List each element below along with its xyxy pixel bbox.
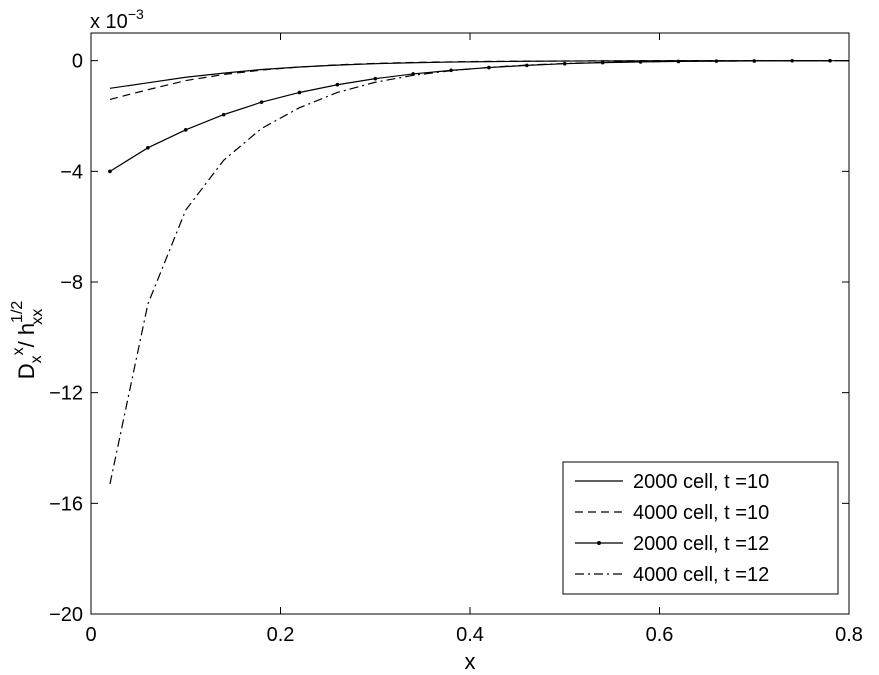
series-point — [146, 146, 150, 150]
series-point — [183, 128, 188, 132]
series-point — [108, 169, 112, 174]
legend-label-3: 2000 cell, t =12 — [633, 533, 769, 555]
y-tick-label: −4 — [60, 161, 83, 183]
x-tick-label: 0 — [85, 624, 96, 646]
series-point — [221, 112, 226, 117]
legend-box — [562, 461, 839, 595]
series-line-4 — [109, 60, 849, 485]
legend-swatch-dot — [597, 541, 601, 545]
series-layer — [108, 58, 849, 485]
y-tick-label: −12 — [49, 383, 83, 405]
y-axis-label: Dxx/ h1/2 xx — [9, 301, 46, 380]
legend-label-4: 4000 cell, t =12 — [633, 564, 769, 586]
legend-label-1: 2000 cell, t =10 — [633, 471, 769, 493]
x-tick-label: 0.2 — [267, 624, 295, 646]
series-point — [335, 82, 340, 87]
series-point — [259, 100, 264, 104]
series-point — [411, 72, 415, 76]
y-multiplier: x 10−3 — [90, 6, 144, 33]
series-point — [373, 76, 378, 81]
x-axis-label: x — [465, 649, 476, 674]
y-tick-label: −20 — [49, 604, 83, 626]
legend: 2000 cell, t =10 4000 cell, t =10 2000 cel… — [562, 461, 839, 595]
x-tick-label: 0.8 — [835, 624, 863, 646]
x-tick-label: 0.6 — [646, 624, 674, 646]
y-tick-label: −16 — [49, 493, 83, 515]
series-line-2 — [109, 60, 849, 100]
legend-label-2: 4000 cell, t =10 — [633, 502, 769, 524]
y-tick-label: −8 — [60, 272, 83, 294]
ticks-layer: 0 0.2 0.4 0.6 0.8 −20 −16 −12 −8 −4 0 — [49, 33, 863, 646]
series-point — [297, 90, 302, 95]
y-tick-label: 0 — [72, 51, 83, 73]
x-tick-label: 0.4 — [456, 624, 484, 646]
